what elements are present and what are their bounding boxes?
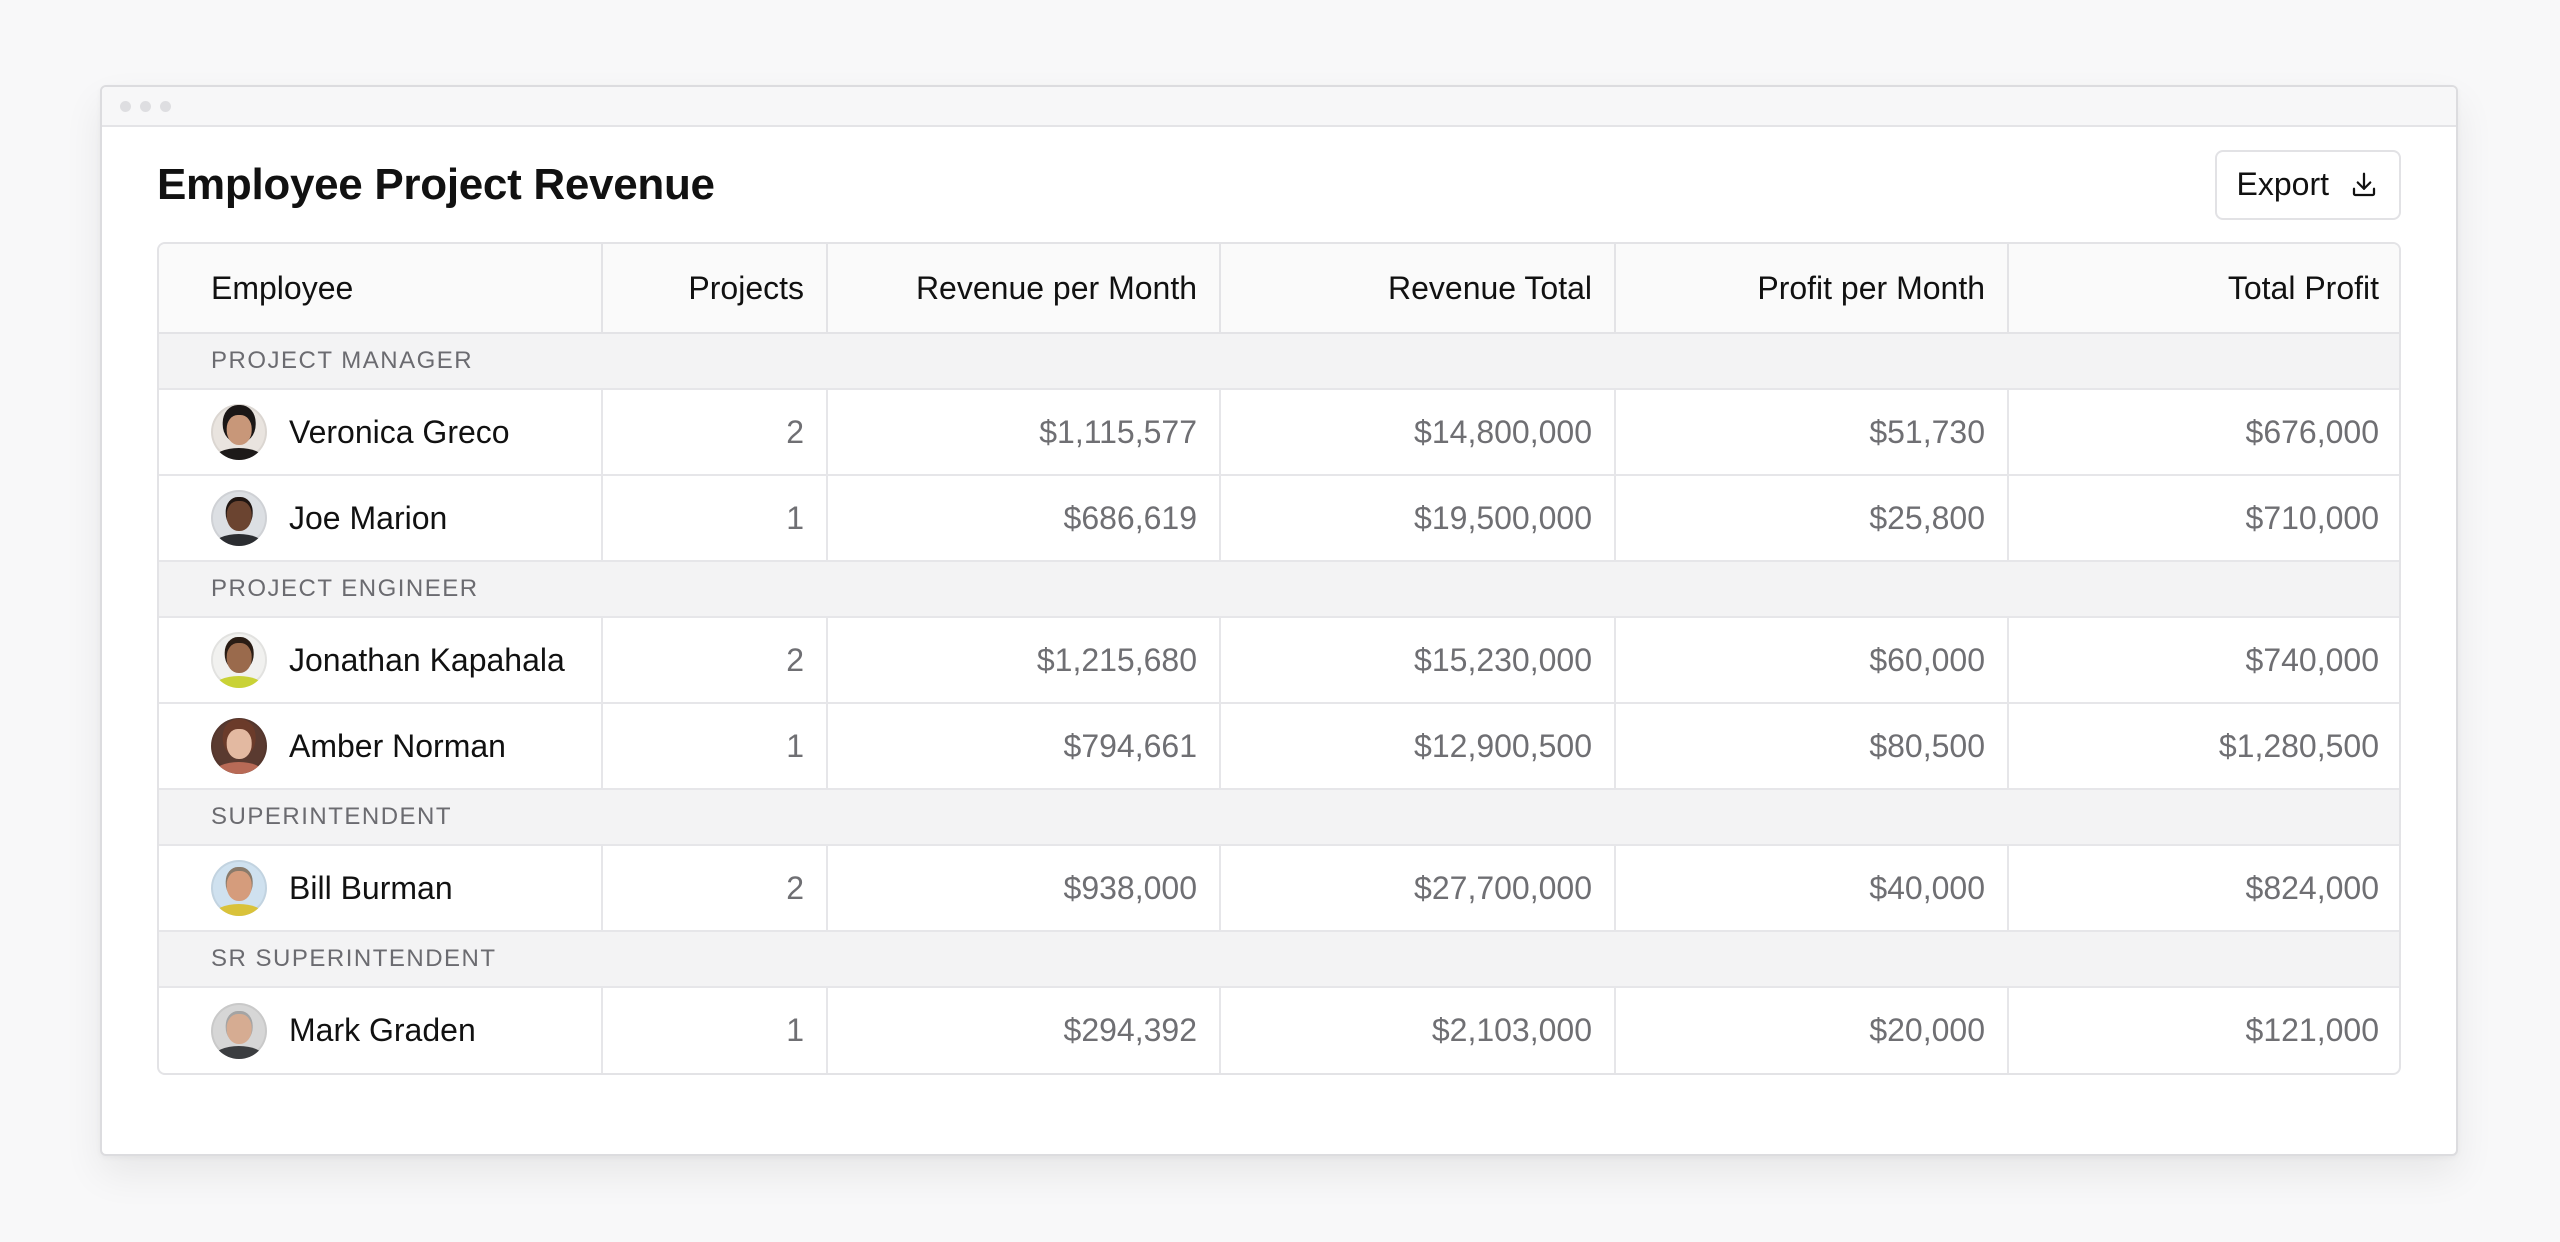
total-profit-cell: $1,280,500 <box>2008 703 2401 789</box>
download-icon <box>2349 170 2379 200</box>
revenue-per-month-cell: $938,000 <box>827 845 1220 931</box>
total-profit-cell: $740,000 <box>2008 617 2401 703</box>
column-header-revenue-per-month[interactable]: Revenue per Month <box>827 244 1220 333</box>
avatar <box>211 404 267 460</box>
total-profit-cell: $824,000 <box>2008 845 2401 931</box>
total-profit-cell: $676,000 <box>2008 389 2401 475</box>
table-row[interactable]: Amber Norman 1 $794,661 $12,900,500 $80,… <box>159 703 2401 789</box>
group-label: SUPERINTENDENT <box>159 789 2401 845</box>
revenue-table-container: Employee Projects Revenue per Month Reve… <box>157 242 2401 1075</box>
group-label: PROJECT MANAGER <box>159 333 2401 389</box>
group-row-project-engineer: PROJECT ENGINEER <box>159 561 2401 617</box>
main-content: Employee Project Revenue Export <box>102 127 2456 1075</box>
table-header-row: Employee Projects Revenue per Month Reve… <box>159 244 2401 333</box>
avatar <box>211 490 267 546</box>
export-button[interactable]: Export <box>2215 150 2401 220</box>
projects-cell: 1 <box>602 475 827 561</box>
employee-name: Mark Graden <box>289 1012 476 1049</box>
revenue-total-cell: $12,900,500 <box>1220 703 1615 789</box>
employee-cell: Veronica Greco <box>159 389 602 475</box>
profit-per-month-cell: $20,000 <box>1615 987 2008 1073</box>
column-header-total-profit[interactable]: Total Profit <box>2008 244 2401 333</box>
group-row-superintendent: SUPERINTENDENT <box>159 789 2401 845</box>
employee-name: Jonathan Kapahala <box>289 642 565 679</box>
table-row[interactable]: Joe Marion 1 $686,619 $19,500,000 $25,80… <box>159 475 2401 561</box>
table-row[interactable]: Bill Burman 2 $938,000 $27,700,000 $40,0… <box>159 845 2401 931</box>
revenue-total-cell: $2,103,000 <box>1220 987 1615 1073</box>
window-titlebar <box>102 87 2456 127</box>
projects-cell: 1 <box>602 987 827 1073</box>
employee-cell: Jonathan Kapahala <box>159 617 602 703</box>
profit-per-month-cell: $60,000 <box>1615 617 2008 703</box>
avatar <box>211 860 267 916</box>
revenue-total-cell: $14,800,000 <box>1220 389 1615 475</box>
revenue-total-cell: $15,230,000 <box>1220 617 1615 703</box>
column-header-revenue-total[interactable]: Revenue Total <box>1220 244 1615 333</box>
profit-per-month-cell: $51,730 <box>1615 389 2008 475</box>
employee-name: Joe Marion <box>289 500 447 537</box>
employee-cell: Joe Marion <box>159 475 602 561</box>
page-header: Employee Project Revenue Export <box>157 127 2401 242</box>
projects-cell: 2 <box>602 617 827 703</box>
group-row-project-manager: PROJECT MANAGER <box>159 333 2401 389</box>
employee-cell: Amber Norman <box>159 703 602 789</box>
employee-name: Bill Burman <box>289 870 453 907</box>
group-label: PROJECT ENGINEER <box>159 561 2401 617</box>
column-header-projects[interactable]: Projects <box>602 244 827 333</box>
window-dot-icon[interactable] <box>160 101 171 112</box>
avatar <box>211 1003 267 1059</box>
employee-name: Veronica Greco <box>289 414 510 451</box>
window-dot-icon[interactable] <box>140 101 151 112</box>
profit-per-month-cell: $80,500 <box>1615 703 2008 789</box>
window-dot-icon[interactable] <box>120 101 131 112</box>
column-header-profit-per-month[interactable]: Profit per Month <box>1615 244 2008 333</box>
revenue-per-month-cell: $794,661 <box>827 703 1220 789</box>
profit-per-month-cell: $25,800 <box>1615 475 2008 561</box>
column-header-employee[interactable]: Employee <box>159 244 602 333</box>
avatar <box>211 632 267 688</box>
total-profit-cell: $121,000 <box>2008 987 2401 1073</box>
avatar <box>211 718 267 774</box>
revenue-per-month-cell: $686,619 <box>827 475 1220 561</box>
page-title: Employee Project Revenue <box>157 160 715 210</box>
projects-cell: 2 <box>602 389 827 475</box>
projects-cell: 1 <box>602 703 827 789</box>
revenue-table: Employee Projects Revenue per Month Reve… <box>159 244 2401 1073</box>
employee-cell: Bill Burman <box>159 845 602 931</box>
revenue-total-cell: $19,500,000 <box>1220 475 1615 561</box>
table-row[interactable]: Veronica Greco 2 $1,115,577 $14,800,000 … <box>159 389 2401 475</box>
table-row[interactable]: Mark Graden 1 $294,392 $2,103,000 $20,00… <box>159 987 2401 1073</box>
revenue-per-month-cell: $294,392 <box>827 987 1220 1073</box>
group-label: SR SUPERINTENDENT <box>159 931 2401 987</box>
projects-cell: 2 <box>602 845 827 931</box>
app-window: Employee Project Revenue Export <box>100 85 2458 1156</box>
employee-cell: Mark Graden <box>159 987 602 1073</box>
group-row-sr-superintendent: SR SUPERINTENDENT <box>159 931 2401 987</box>
table-row[interactable]: Jonathan Kapahala 2 $1,215,680 $15,230,0… <box>159 617 2401 703</box>
employee-name: Amber Norman <box>289 728 506 765</box>
revenue-total-cell: $27,700,000 <box>1220 845 1615 931</box>
revenue-per-month-cell: $1,215,680 <box>827 617 1220 703</box>
revenue-per-month-cell: $1,115,577 <box>827 389 1220 475</box>
total-profit-cell: $710,000 <box>2008 475 2401 561</box>
export-button-label: Export <box>2237 166 2329 203</box>
profit-per-month-cell: $40,000 <box>1615 845 2008 931</box>
